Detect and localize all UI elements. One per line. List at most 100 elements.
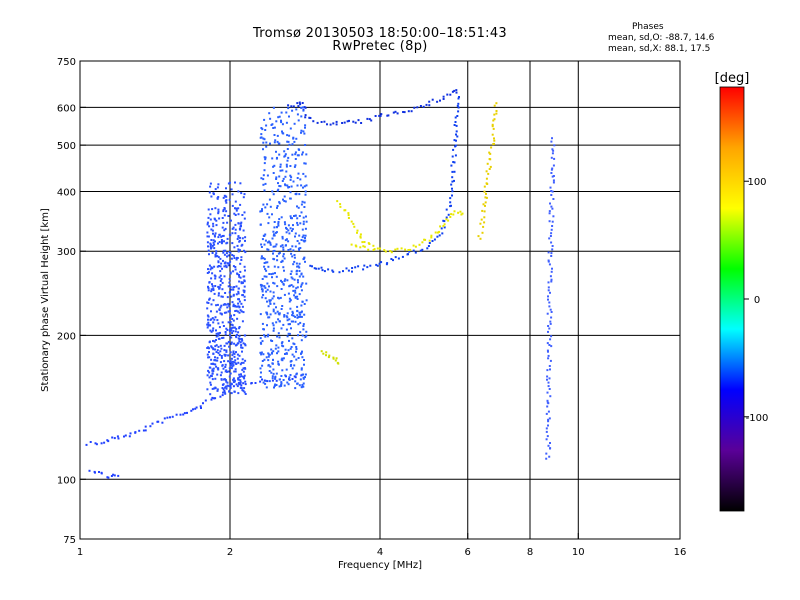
data-point: [237, 298, 240, 301]
data-point: [271, 322, 274, 325]
data-point: [235, 383, 238, 386]
data-point: [241, 350, 243, 353]
data-point: [362, 268, 365, 271]
data-point: [274, 377, 277, 380]
data-point: [304, 237, 306, 239]
data-point: [217, 292, 220, 295]
data-point: [354, 121, 357, 124]
data-point: [212, 289, 215, 291]
data-point: [275, 178, 278, 180]
data-point: [280, 121, 283, 124]
data-point: [351, 267, 354, 269]
data-point: [450, 213, 453, 216]
data-point: [296, 309, 299, 312]
data-point: [209, 381, 212, 384]
data-point: [233, 342, 236, 345]
data-point: [228, 375, 231, 378]
data-point: [546, 405, 549, 408]
data-point: [280, 375, 283, 377]
data-point: [117, 474, 120, 477]
data-point: [240, 384, 243, 387]
data-point: [241, 358, 244, 361]
data-point: [240, 346, 243, 349]
data-point: [491, 125, 494, 128]
data-point: [265, 290, 268, 293]
data-point: [244, 393, 247, 395]
data-point: [209, 318, 212, 321]
data-point: [233, 326, 235, 329]
data-point: [268, 380, 271, 383]
data-point: [212, 352, 215, 355]
data-point: [235, 309, 238, 312]
data-point: [278, 202, 281, 205]
data-point: [273, 282, 276, 285]
data-point: [289, 360, 292, 363]
data-point: [220, 242, 223, 245]
data-point: [304, 376, 306, 379]
data-point: [277, 252, 280, 255]
data-point: [300, 273, 303, 276]
data-point: [207, 324, 210, 327]
data-point: [268, 112, 271, 115]
data-point: [264, 297, 267, 300]
data-point: [272, 272, 275, 275]
data-point: [214, 235, 216, 238]
data-point: [271, 377, 274, 380]
data-point: [263, 118, 266, 121]
data-point: [239, 276, 242, 279]
data-point: [206, 388, 209, 391]
data-point: [264, 182, 267, 185]
data-point: [294, 376, 297, 379]
data-point: [207, 268, 209, 271]
data-point: [299, 247, 302, 249]
data-point: [491, 133, 494, 136]
data-point: [166, 416, 169, 419]
data-point: [439, 99, 441, 102]
data-point: [226, 370, 228, 373]
data-point: [213, 243, 216, 246]
data-point: [289, 307, 292, 310]
data-point: [206, 323, 209, 326]
data-point: [214, 277, 217, 280]
data-point: [274, 139, 277, 142]
data-point: [239, 182, 242, 185]
data-point: [238, 311, 241, 314]
data-point: [234, 181, 236, 184]
data-point: [223, 229, 226, 232]
data-point: [301, 384, 304, 386]
data-point: [223, 390, 226, 392]
data-point: [261, 209, 263, 212]
data-point: [456, 104, 459, 107]
data-point: [297, 357, 300, 359]
data-point: [243, 211, 246, 214]
data-point: [237, 392, 240, 395]
data-point: [378, 114, 381, 117]
data-point: [228, 305, 231, 308]
data-point: [269, 117, 272, 120]
data-point: [218, 217, 221, 220]
data-point: [546, 342, 549, 345]
data-point: [244, 383, 247, 386]
data-point: [224, 386, 227, 389]
data-point: [278, 153, 281, 156]
data-point: [227, 341, 230, 344]
data-point: [547, 325, 550, 327]
data-point: [414, 251, 417, 254]
data-point: [224, 292, 227, 294]
data-point: [291, 217, 293, 220]
data-point: [287, 229, 290, 232]
data-point: [300, 106, 303, 109]
data-point: [243, 217, 246, 220]
x-tick-label: 6: [465, 547, 471, 558]
data-point: [293, 343, 296, 346]
data-point: [280, 279, 282, 282]
data-point: [277, 332, 280, 335]
data-point: [269, 299, 272, 302]
data-point: [225, 266, 228, 269]
data-point: [232, 288, 235, 291]
data-point: [216, 303, 219, 306]
data-point: [304, 106, 307, 109]
data-point: [327, 356, 330, 359]
data-point: [267, 352, 270, 355]
data-point: [548, 327, 551, 330]
